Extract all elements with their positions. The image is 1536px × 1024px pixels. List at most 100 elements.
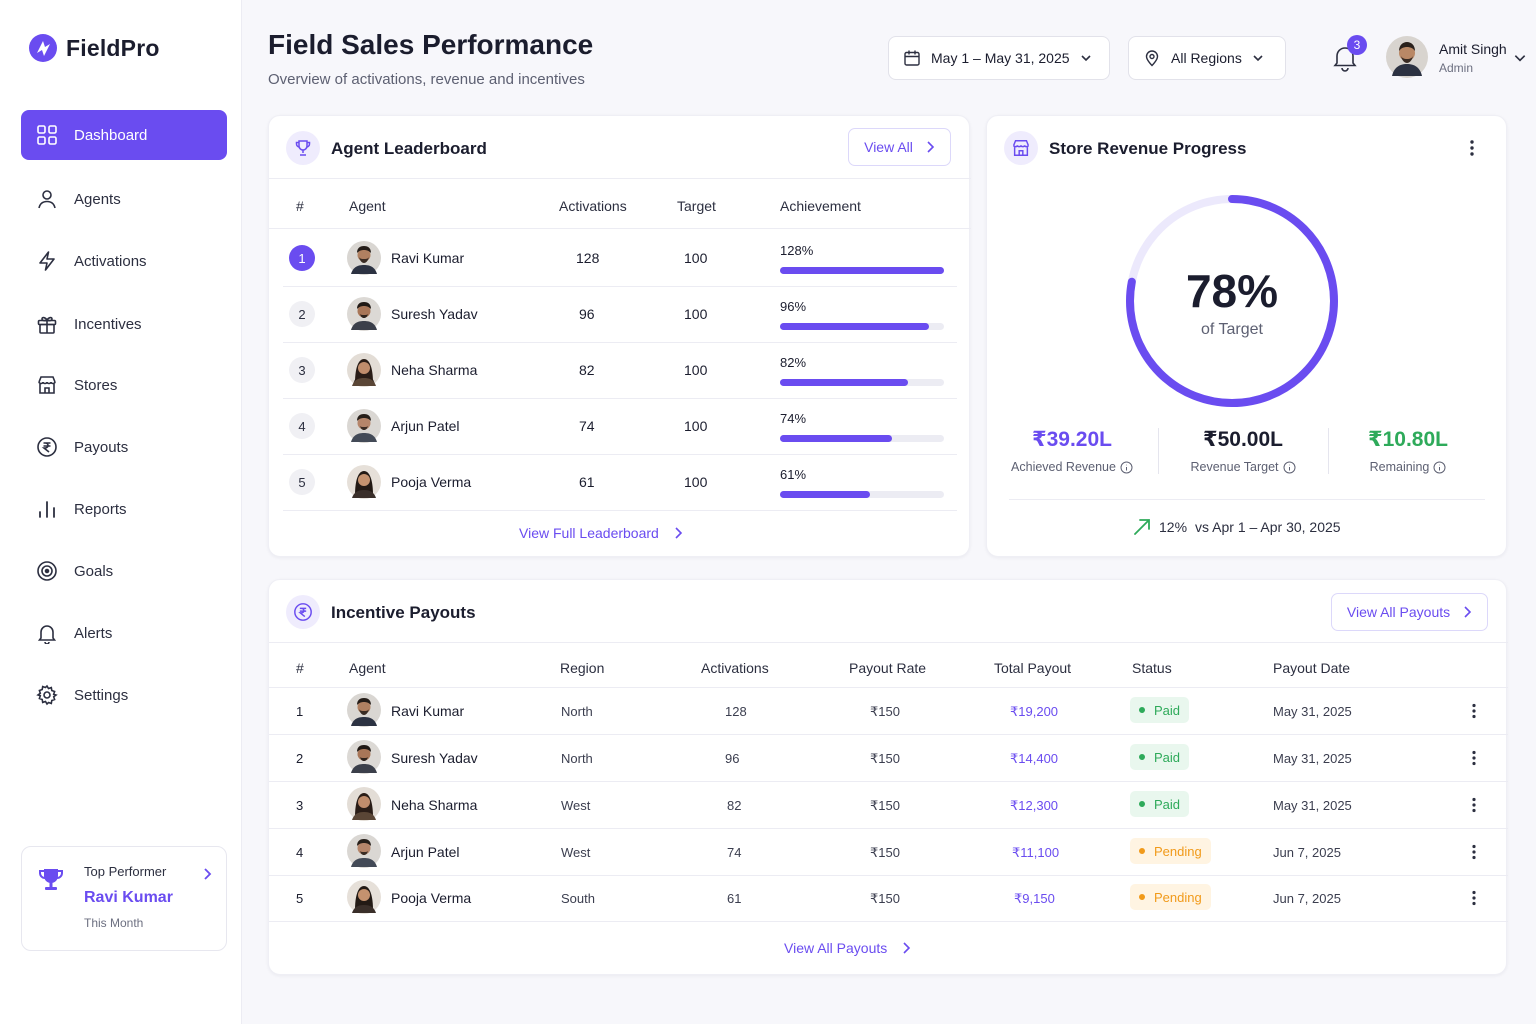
progress-ring-fill: [1126, 195, 1338, 407]
view-all-payouts-button[interactable]: View All Payouts: [1331, 593, 1488, 631]
sidebar-item-goals[interactable]: Goals: [21, 546, 227, 596]
status-label: Pending: [1154, 889, 1202, 905]
divider: [269, 228, 971, 229]
top-performer-card[interactable]: Top Performer Ravi Kumar This Month: [21, 846, 227, 951]
achievement-bar-fill: [780, 379, 908, 386]
info-icon[interactable]: [1433, 461, 1446, 474]
divider: [283, 398, 957, 399]
agent-name[interactable]: Arjun Patel: [391, 418, 460, 434]
rank-badge: 5: [289, 469, 315, 495]
target-value: 100: [684, 474, 708, 490]
bar-chart-icon: [39, 501, 55, 518]
achievement-value: 74%: [780, 411, 807, 426]
view-full-leaderboard-link[interactable]: View Full Leaderboard: [519, 525, 683, 541]
achievement-bar: [780, 267, 944, 274]
achievement-value: 128%: [780, 243, 814, 258]
progress-percent: 78%: [1185, 265, 1279, 317]
chevron-down-icon: [1253, 55, 1263, 62]
status-badge: Pending: [1130, 838, 1211, 864]
agent-avatar: [347, 880, 381, 914]
agent-name[interactable]: Pooja Verma: [391, 890, 472, 906]
activations-value: 96: [579, 306, 595, 322]
row-number: 2: [296, 751, 304, 766]
rank-badge: 4: [289, 413, 315, 439]
sidebar-item-payouts[interactable]: Payouts: [21, 422, 227, 472]
total-payout-value[interactable]: ₹14,400: [1010, 751, 1059, 766]
achievement-value: 82%: [780, 355, 807, 370]
agent-name[interactable]: Pooja Verma: [391, 474, 472, 490]
agent-name[interactable]: Suresh Yadav: [391, 750, 478, 766]
payout-rate-value: ₹150: [870, 891, 900, 906]
info-icon[interactable]: [1283, 461, 1296, 474]
payout-date-value: May 31, 2025: [1273, 798, 1352, 813]
sidebar-item-settings[interactable]: Settings: [21, 670, 227, 720]
divider: [269, 781, 1508, 782]
user-avatar[interactable]: [1386, 36, 1428, 78]
payout-rate-value: ₹150: [870, 751, 900, 766]
sidebar-item-agents[interactable]: Agents: [21, 174, 227, 224]
agent-avatar: [347, 409, 381, 443]
sidebar-item-label: Agents: [74, 190, 121, 208]
target-value: 100: [684, 250, 708, 266]
row-number: 3: [296, 798, 304, 813]
achievement-value: 61%: [780, 467, 807, 482]
agent-name[interactable]: Ravi Kumar: [391, 703, 465, 719]
incentive-payouts-card: Incentive Payouts View All Payouts # Age…: [268, 579, 1508, 975]
total-payout-value[interactable]: ₹11,100: [1012, 845, 1060, 860]
divider: [269, 875, 1508, 876]
sidebar-item-label: Alerts: [74, 624, 113, 642]
total-payout-value[interactable]: ₹9,150: [1014, 891, 1055, 906]
chevron-down-icon[interactable]: [1513, 51, 1527, 65]
divider: [269, 642, 1508, 643]
region-value: All Regions: [1171, 50, 1242, 66]
more-vertical-icon[interactable]: [1472, 890, 1476, 906]
sidebar-item-alerts[interactable]: Alerts: [21, 608, 227, 658]
sidebar-item-label: Incentives: [74, 315, 142, 333]
target-value: 100: [684, 362, 708, 378]
view-all-button[interactable]: View All: [848, 128, 951, 166]
col-header-target: Target: [677, 198, 716, 214]
agent-name[interactable]: Ravi Kumar: [391, 250, 465, 266]
agent-name[interactable]: Neha Sharma: [391, 797, 478, 813]
chevron-right-icon: [675, 527, 682, 539]
sidebar-item-reports[interactable]: Reports: [21, 484, 227, 534]
chevron-right-icon[interactable]: [200, 867, 214, 881]
agent-name[interactable]: Arjun Patel: [391, 844, 460, 860]
view-full-leaderboard-label: View Full Leaderboard: [519, 525, 659, 541]
divider: [269, 734, 1508, 735]
sidebar-item-dashboard[interactable]: Dashboard: [21, 110, 227, 160]
revenue-target-label: Revenue Target: [1158, 460, 1328, 474]
status-dot: [1139, 754, 1145, 760]
info-icon[interactable]: [1120, 461, 1133, 474]
app-logo[interactable]: FieldPro: [28, 33, 160, 63]
target-value: 100: [684, 306, 708, 322]
payout-rate-value: ₹150: [870, 798, 900, 813]
col-header-activations: Activations: [701, 660, 769, 676]
achievement-bar: [780, 379, 944, 386]
sidebar-item-stores[interactable]: Stores: [21, 360, 227, 410]
trend-up-icon: [1134, 519, 1150, 535]
more-vertical-icon[interactable]: [1472, 844, 1476, 860]
more-vertical-icon[interactable]: [1472, 797, 1476, 813]
row-number: 5: [296, 891, 304, 906]
stat-label-text: Achieved Revenue: [1011, 460, 1116, 474]
status-label: Paid: [1154, 749, 1181, 765]
more-vertical-icon[interactable]: [1472, 703, 1476, 719]
total-payout-value[interactable]: ₹19,200: [1010, 704, 1059, 719]
total-payout-value[interactable]: ₹12,300: [1010, 798, 1059, 813]
trend-value: 12%: [1159, 519, 1188, 535]
agent-leaderboard-card: Agent Leaderboard View All # Agent Activ…: [268, 115, 971, 557]
sidebar-item-incentives[interactable]: Incentives: [21, 299, 227, 349]
more-vertical-icon[interactable]: [1470, 139, 1474, 157]
divider: [283, 510, 957, 511]
view-all-payouts-link-label: View All Payouts: [784, 940, 888, 956]
status-badge: Paid: [1130, 791, 1190, 817]
sidebar-item-activations[interactable]: Activations: [21, 236, 227, 286]
date-range-picker[interactable]: May 1 – May 31, 2025: [888, 36, 1110, 80]
agent-name[interactable]: Neha Sharma: [391, 362, 478, 378]
agent-name[interactable]: Suresh Yadav: [391, 306, 478, 322]
region-select[interactable]: All Regions: [1128, 36, 1286, 80]
more-vertical-icon[interactable]: [1472, 750, 1476, 766]
view-all-payouts-link[interactable]: View All Payouts: [784, 940, 911, 956]
status-label: Paid: [1154, 702, 1181, 718]
